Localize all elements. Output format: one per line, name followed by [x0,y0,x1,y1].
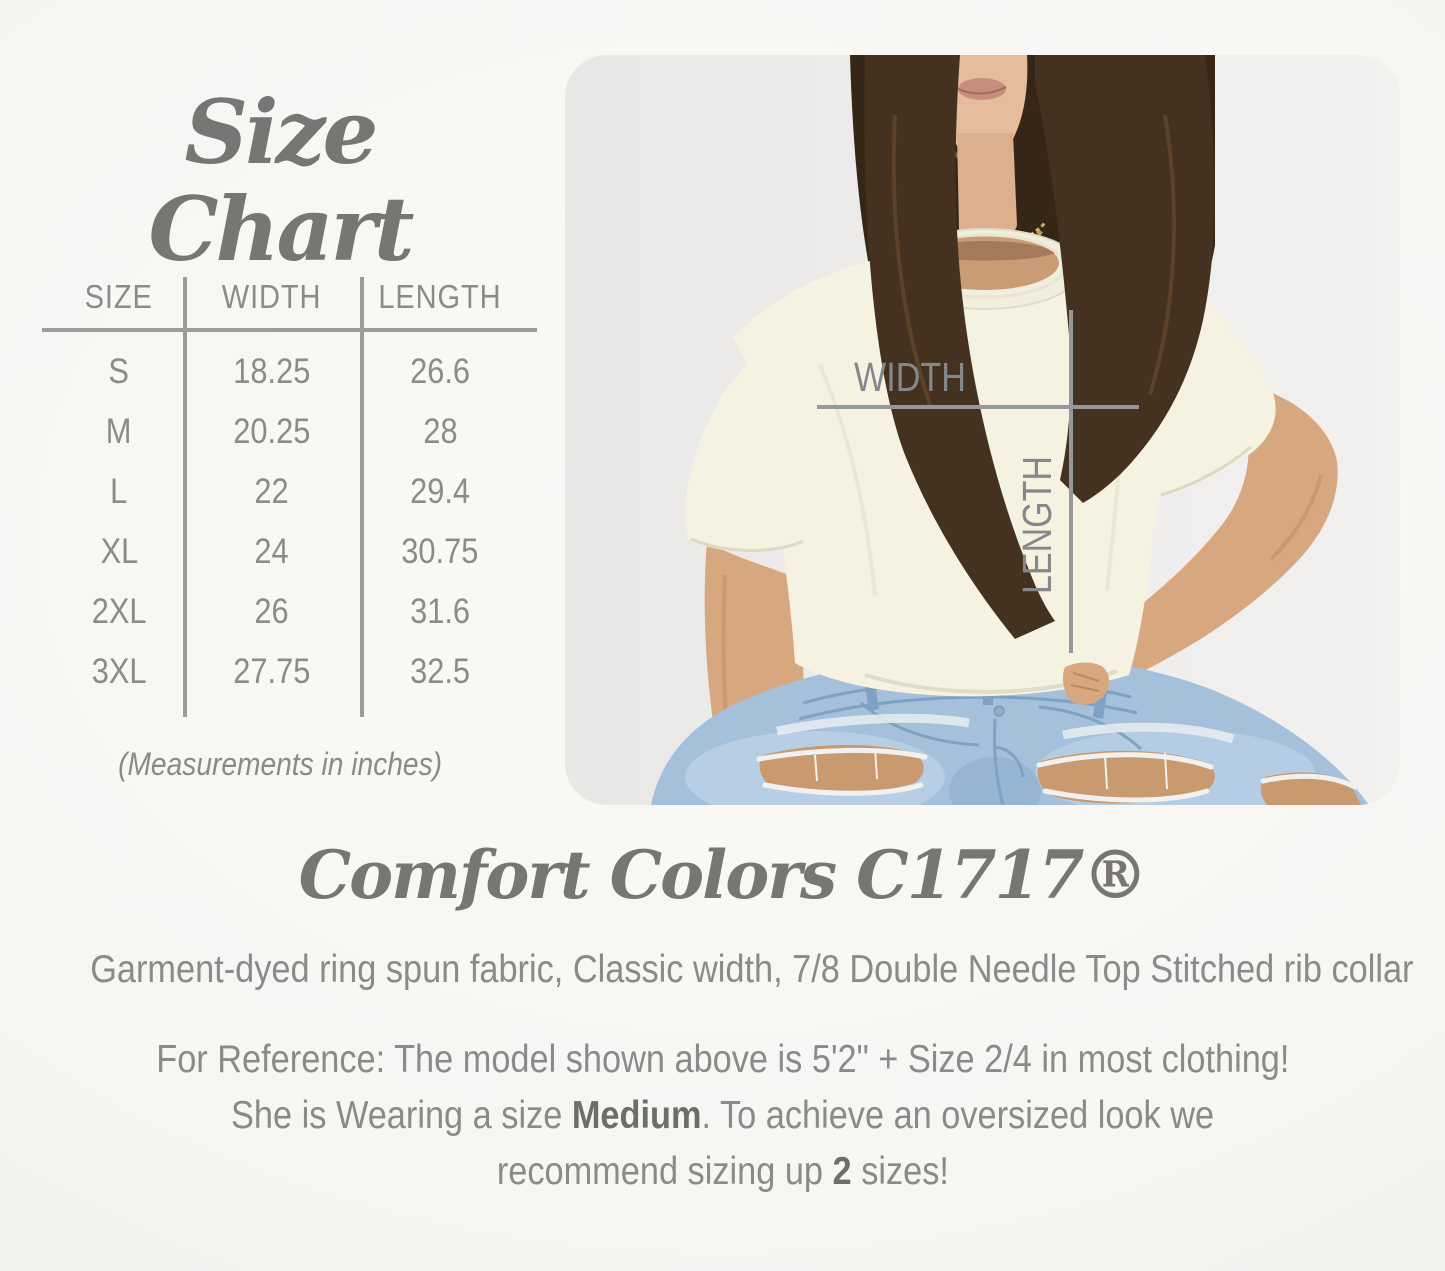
sleeve-hems [690,445,1252,552]
width-label: WIDTH [854,354,966,400]
pocket-seams [860,701,1143,751]
reference-line-1: For Reference: The model shown above is … [155,1038,1290,1081]
reference-line-3: recommend sizing up 2 sizes! [496,1150,949,1193]
rip-threads [756,747,1358,803]
rip-skin [759,744,924,794]
table-row: XL 24 30.75 [100,532,479,571]
header-rule [42,328,537,332]
sizes-up-bold: 2 [832,1150,852,1193]
size-table: SIZE WIDTH LENGTH S 18.25 26.6 M 20.25 2… [42,262,537,717]
header-width: WIDTH [221,278,322,315]
reference-text: For Reference: The model shown above is … [0,1032,1445,1200]
thread-ticks [814,748,1168,790]
hair-left [864,55,1055,639]
frayed-band [776,713,1235,744]
hair-highlights [891,114,1176,406]
fabric-description: Garment-dyed ring spun fabric, Classic w… [90,948,1414,991]
page-title: Size Chart [148,80,414,281]
table-row: M 20.25 28 [106,412,458,451]
column-divider [360,277,364,717]
fly-seam [992,718,1025,805]
reference-line-2: She is Wearing a size Medium. To achieve… [230,1094,1215,1137]
table-row: S 18.25 26.6 [108,352,470,391]
lips [958,78,1006,100]
rip-skin [1037,750,1215,804]
belt-loops [865,679,1107,719]
column-divider [183,277,187,717]
table-row: 3XL 27.75 32.5 [91,652,470,691]
tshirt-left-sleeve [684,341,805,553]
jeans-shade [949,757,1041,805]
jeans-button [993,705,1005,717]
model-illustration: WIDTH LENGTH [565,55,1400,805]
table-row: 2XL 26 31.6 [91,592,470,631]
model-photo: WIDTH LENGTH [565,55,1400,805]
mouth-line [957,86,1007,95]
right-arm-shadow [1269,474,1323,561]
product-title: Comfort Colors C1717® [298,836,1149,914]
size-table-header: SIZE WIDTH LENGTH [55,268,520,326]
length-label: LENGTH [1014,456,1060,594]
header-size: SIZE [84,278,154,315]
header-length: LENGTH [378,278,502,315]
model-neck [957,133,1017,243]
size-medium-bold: Medium [571,1094,702,1137]
table-row: L 22 29.4 [110,472,470,511]
measurements-note: (Measurements in inches) [118,746,442,782]
finger-lines [1070,672,1100,692]
